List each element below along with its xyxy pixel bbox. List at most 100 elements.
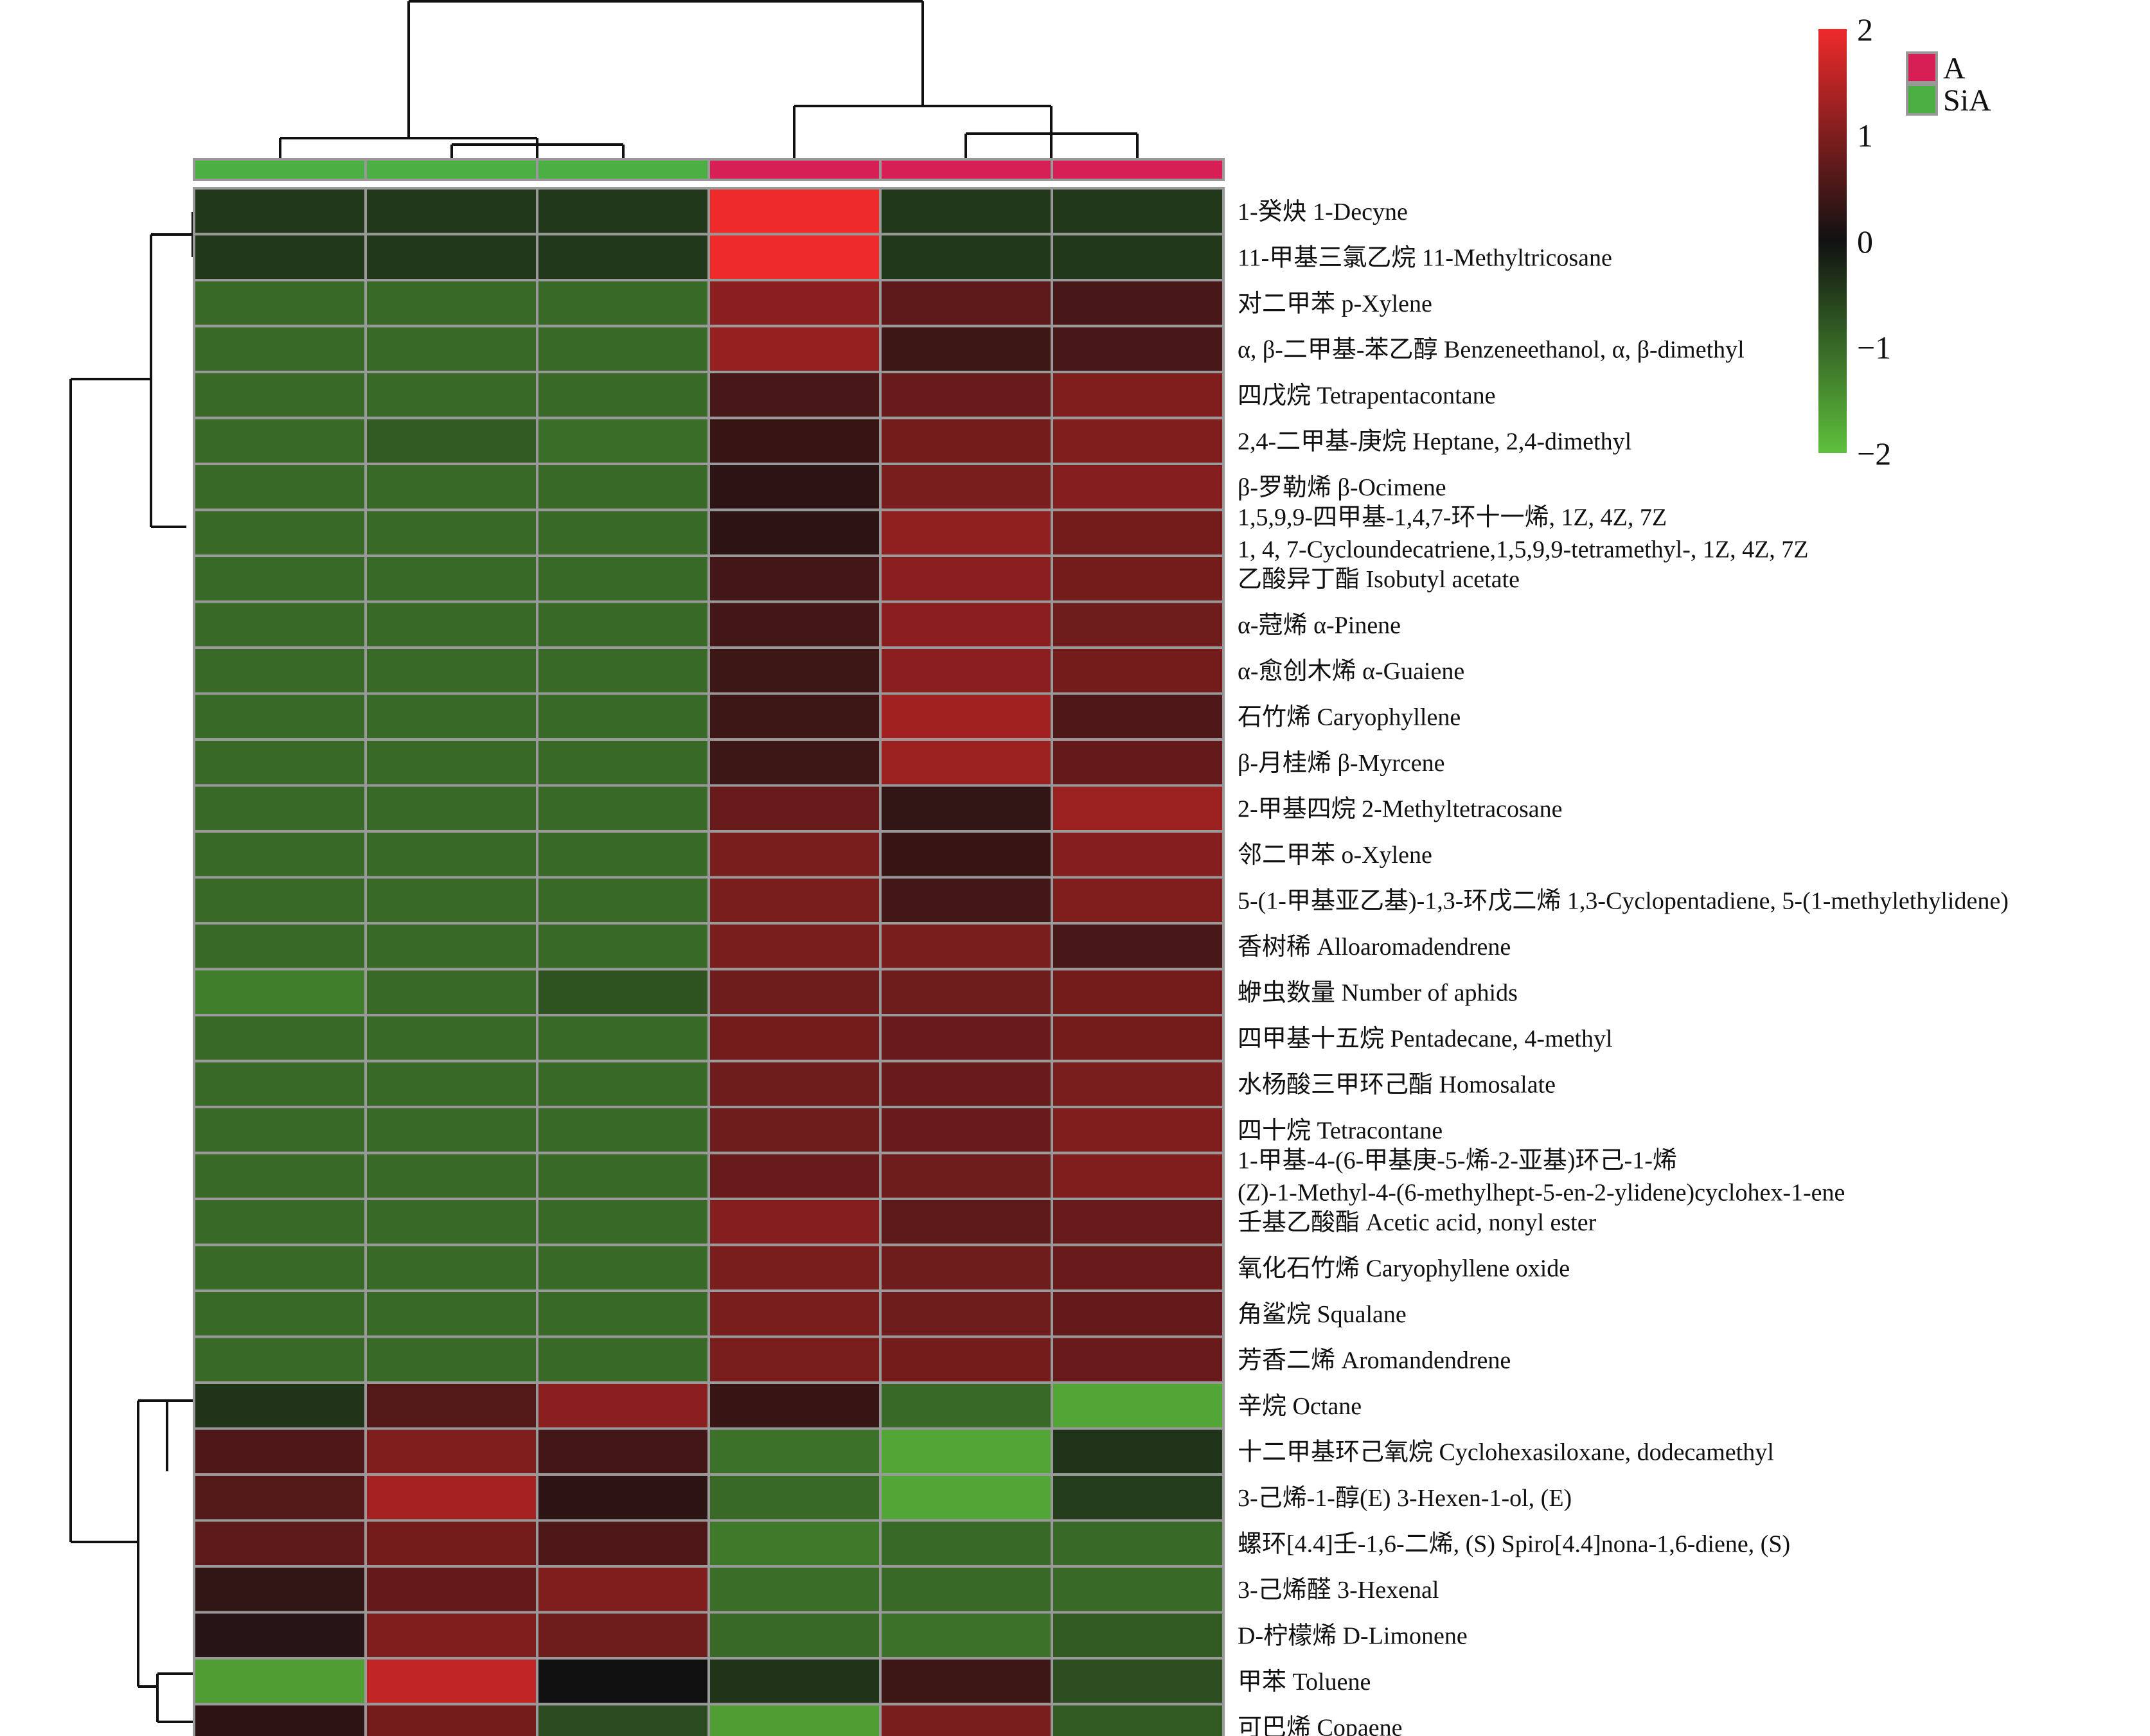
heatmap-cell: [1051, 1473, 1225, 1522]
heatmap-cell: [879, 1611, 1053, 1660]
heatmap-cell: [879, 1014, 1053, 1063]
row-dendrogram: [69, 211, 194, 1723]
heatmap-cell: [364, 1198, 538, 1246]
heatmap-cell: [364, 324, 538, 373]
heatmap-cell: [1051, 1565, 1225, 1614]
heatmap-cell: [707, 1243, 882, 1292]
heatmap-cell: [879, 233, 1053, 281]
heatmap-cell: [879, 1106, 1053, 1155]
heatmap-cell: [364, 1473, 538, 1522]
heatmap-cell: [193, 1198, 367, 1246]
heatmap-cell: [1051, 1106, 1225, 1155]
heatmap-cell: [707, 279, 882, 328]
heatmap-cell: [1051, 1289, 1225, 1338]
heatmap-cell: [193, 1519, 367, 1568]
heatmap-cell: [364, 922, 538, 971]
heatmap-cell: [364, 371, 538, 420]
heatmap-cell: [1051, 1335, 1225, 1384]
heatmap-cell: [1051, 1703, 1225, 1736]
heatmap-cell: [536, 1014, 710, 1063]
heatmap-cell: [364, 784, 538, 833]
heatmap-cell: [1051, 416, 1225, 465]
heatmap-cell: [193, 279, 367, 328]
row-label: 香树稀 Alloaromadendrene: [1238, 934, 1511, 961]
heatmap-cell: [193, 416, 367, 465]
heatmap-cell: [364, 554, 538, 603]
row-label: 四戊烷 Tetrapentacontane: [1238, 382, 1495, 409]
heatmap-cell: [707, 187, 882, 236]
heatmap-cell: [193, 646, 367, 695]
heatmap-cell: [193, 508, 367, 557]
heatmap-cell: [707, 508, 882, 557]
heatmap-cell: [1051, 371, 1225, 420]
heatmap-cell: [1051, 876, 1225, 925]
heatmap-cell: [364, 463, 538, 511]
heatmap-cell: [707, 1473, 882, 1522]
heatmap-cell: [879, 279, 1053, 328]
heatmap-cell: [536, 1473, 710, 1522]
row-label: D-柠檬烯 D-Limonene: [1238, 1622, 1468, 1649]
column-dendrogram: [279, 0, 1139, 159]
row-label: 2,4-二甲基-庚烷 Heptane, 2,4-dimethyl: [1238, 428, 1631, 455]
heatmap-cell: [879, 508, 1053, 557]
scale-tick-label: −1: [1857, 330, 1891, 366]
heatmap-cell: [707, 1703, 882, 1736]
heatmap-cell: [536, 830, 710, 879]
heatmap-cell: [879, 1703, 1053, 1736]
heatmap-cell: [536, 416, 710, 465]
heatmap-cell: [364, 1427, 538, 1476]
heatmap-cell: [364, 416, 538, 465]
heatmap-cell: [536, 738, 710, 787]
heatmap-cell: [707, 324, 882, 373]
heatmap-cell: [707, 1151, 882, 1200]
heatmap-cell: [193, 187, 367, 236]
heatmap-cell: [193, 600, 367, 649]
heatmap-cell: [364, 1106, 538, 1155]
heatmap-cell: [879, 1381, 1053, 1430]
heatmap-cell: [1051, 738, 1225, 787]
heatmap-cell: [1051, 692, 1225, 741]
heatmap-cell: [364, 508, 538, 557]
row-label: 壬基乙酸酯 Acetic acid, nonyl ester: [1238, 1209, 1597, 1236]
heatmap-cell: [364, 1335, 538, 1384]
heatmap-cell: [707, 1657, 882, 1706]
heatmap-cell: [879, 738, 1053, 787]
heatmap-cell: [364, 1243, 538, 1292]
heatmap-cell: [364, 279, 538, 328]
heatmap-cell: [707, 1335, 882, 1384]
heatmap-cell: [1051, 1657, 1225, 1706]
heatmap-cell: [707, 1106, 882, 1155]
scale-tick-label: 1: [1857, 118, 1873, 154]
heatmap-cell: [536, 1289, 710, 1338]
heatmap-cell: [1051, 784, 1225, 833]
heatmap-cell: [193, 1381, 367, 1430]
heatmap-cell: [879, 1059, 1053, 1108]
heatmap-cell: [193, 1565, 367, 1614]
heatmap-cell: [707, 1014, 882, 1063]
heatmap-cell: [536, 1059, 710, 1108]
row-label: 3-己烯醛 3-Hexenal: [1238, 1577, 1439, 1604]
heatmap-cell: [879, 1335, 1053, 1384]
heatmap-cell: [879, 463, 1053, 511]
heatmap-cell: [193, 1289, 367, 1338]
row-label: 1-甲基-4-(6-甲基庚-5-烯-2-亚基)环己-1-烯(Z)-1-Methy…: [1238, 1147, 1845, 1206]
group-swatch: [1906, 84, 1938, 116]
column-group-cell: [879, 158, 1053, 181]
heatmap-cell: [879, 1289, 1053, 1338]
row-label: 1,5,9,9-四甲基-1,4,7-环十一烯, 1Z, 4Z, 7Z 1, 4, …: [1238, 504, 1809, 563]
heatmap-cell: [1051, 922, 1225, 971]
heatmap-cell: [536, 1657, 710, 1706]
heatmap-cell: [879, 692, 1053, 741]
heatmap-cell: [193, 1657, 367, 1706]
heatmap-cell: [536, 1381, 710, 1430]
heatmap-cell: [536, 371, 710, 420]
row-label: 水杨酸三甲环己酯 Homosalate: [1238, 1071, 1556, 1098]
heatmap-cell: [536, 233, 710, 281]
heatmap-cell: [879, 1519, 1053, 1568]
heatmap-cell: [364, 738, 538, 787]
heatmap-cell: [879, 416, 1053, 465]
heatmap-cell: [879, 1473, 1053, 1522]
row-label: 2-甲基四烷 2-Methyltetracosane: [1238, 795, 1562, 822]
heatmap-cell: [879, 830, 1053, 879]
heatmap-cell: [879, 922, 1053, 971]
